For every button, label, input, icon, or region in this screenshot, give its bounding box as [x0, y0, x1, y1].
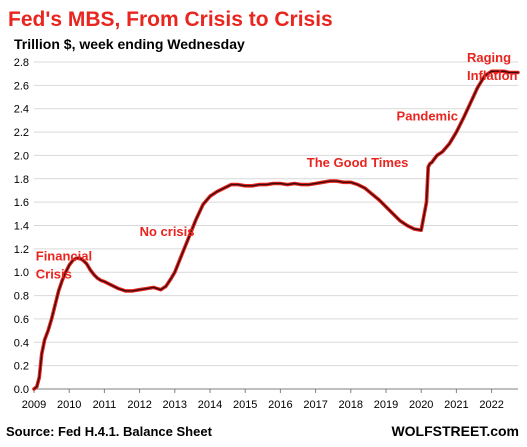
annotation-label: Inflation	[467, 68, 518, 83]
y-tick-label: 0.4	[14, 337, 29, 349]
x-tick-label: 2012	[127, 399, 151, 411]
x-tick-label: 2017	[303, 399, 327, 411]
chart-title: Fed's MBS, From Crisis to Crisis	[8, 8, 333, 31]
x-tick-label: 2022	[479, 399, 503, 411]
x-tick-label: 2013	[163, 399, 187, 411]
y-tick-label: 2.6	[14, 80, 29, 92]
y-tick-label: 0.2	[14, 361, 29, 373]
y-tick-label: 1.0	[14, 267, 29, 279]
x-tick-label: 2010	[57, 399, 81, 411]
y-axis: 0.0 0.2 0.4 0.6 0.8 1.0 1.2 1.4 1.6 1.8 2.0 2.2 2.4 2…	[14, 57, 29, 396]
y-tick-label: 1.4	[14, 221, 29, 233]
x-tick-label: 2018	[339, 399, 363, 411]
y-tick-label: 2.2	[14, 127, 29, 139]
y-tick-label: 0.8	[14, 291, 29, 303]
y-tick-label: 2.4	[14, 104, 29, 116]
x-axis: 2009 2010 2011 2012 2013 2014 2015 2016 2017 2018…	[22, 388, 518, 411]
y-tick-label: 0.6	[14, 314, 29, 326]
x-tick-label: 2011	[93, 399, 117, 411]
annotations: Financial Crisis No crisis The Good Times Pa…	[36, 50, 518, 282]
series-group	[32, 69, 520, 391]
x-tick-label: 2019	[374, 399, 398, 411]
y-tick-label: 1.2	[14, 244, 29, 256]
y-tick-label: 2.8	[14, 57, 29, 69]
x-tick-label: 2009	[22, 399, 46, 411]
gridlines	[34, 61, 518, 390]
y-tick-label: 1.6	[14, 197, 29, 209]
annotation-label: Pandemic	[397, 108, 458, 123]
x-tick-label: 2021	[444, 399, 468, 411]
annotation-label: Financial	[36, 249, 92, 264]
x-tick-label: 2016	[268, 399, 292, 411]
x-tick-label: 2014	[198, 399, 222, 411]
x-tick-label: 2015	[233, 399, 257, 411]
chart-subtitle: Trillion $, week ending Wednesday	[14, 36, 245, 52]
annotation-label: Crisis	[36, 267, 72, 282]
y-tick-label: 2.0	[14, 150, 29, 162]
x-tick-label: 2020	[409, 399, 433, 411]
y-tick-label: 1.8	[14, 174, 29, 186]
annotation-label: Raging	[467, 50, 511, 65]
y-tick-label: 0.0	[14, 384, 29, 396]
annotation-label: No crisis	[140, 224, 195, 239]
series-line-core-0	[33, 70, 519, 390]
brand-label: WOLFSTREET.com	[391, 423, 519, 439]
source-note: Source: Fed H.4.1. Balance Sheet	[6, 424, 213, 439]
annotation-label: The Good Times	[307, 155, 409, 170]
